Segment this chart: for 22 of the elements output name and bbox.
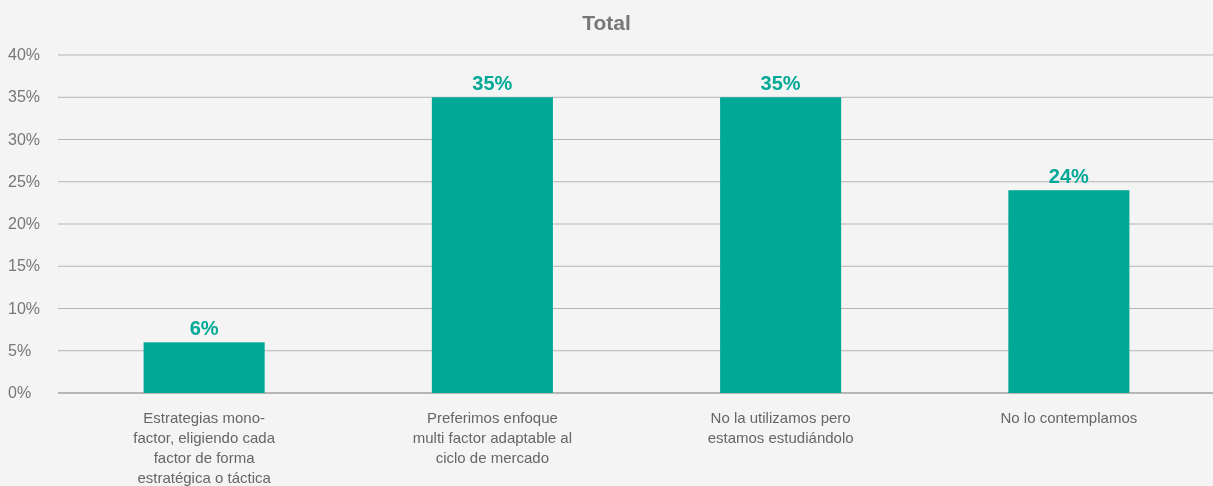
y-tick-label: 10%	[8, 299, 41, 317]
y-tick-label: 5%	[8, 341, 32, 359]
y-tick-label: 20%	[8, 215, 41, 232]
y-tick-label: 15%	[8, 257, 41, 275]
y-tick-label: 40%	[8, 46, 41, 63]
bar	[143, 342, 265, 393]
bar	[1008, 190, 1130, 393]
bar	[720, 97, 842, 393]
y-tick-label: 25%	[8, 172, 41, 190]
x-tick-label: No lo contemplamos	[1000, 409, 1138, 426]
data-label: 6%	[189, 317, 219, 340]
y-tick-label: 0%	[8, 384, 32, 401]
data-label: 24%	[1048, 165, 1090, 188]
x-tick-label: Preferimos enfoque multi factor adaptable al ciclo de mercado	[412, 409, 573, 466]
y-tick-label: 30%	[8, 130, 41, 148]
bar	[431, 97, 553, 393]
x-tick-label: Estrategias mono-factor, eligiendo cada factor de forma estratégica o táctica	[133, 409, 276, 486]
y-tick-label: 35%	[8, 88, 41, 106]
data-label: 35%	[760, 72, 801, 95]
chart-title: Total	[582, 11, 631, 34]
x-tick-label: No la utilizamos pero estamos estudiándolo	[707, 409, 854, 446]
data-label: 35%	[472, 72, 513, 95]
